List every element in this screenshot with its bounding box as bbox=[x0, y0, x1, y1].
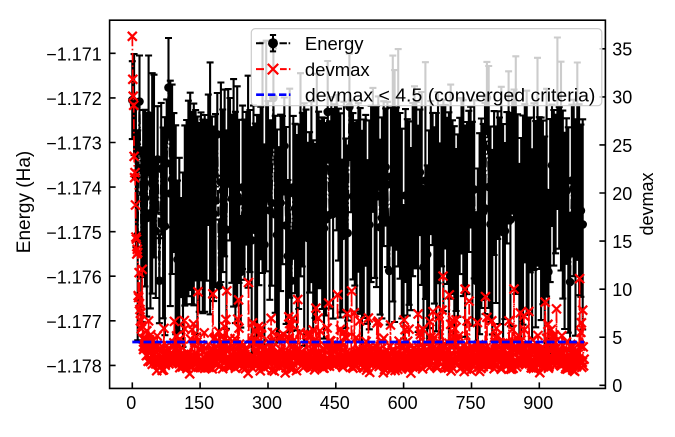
svg-text:35: 35 bbox=[612, 40, 632, 60]
svg-text:−1.173: −1.173 bbox=[46, 134, 102, 154]
svg-text:−1.176: −1.176 bbox=[46, 267, 102, 287]
svg-text:5: 5 bbox=[612, 328, 622, 348]
svg-text:15: 15 bbox=[612, 232, 632, 252]
svg-text:−1.174: −1.174 bbox=[46, 178, 102, 198]
svg-text:devmax: devmax bbox=[637, 172, 657, 235]
svg-text:300: 300 bbox=[252, 393, 282, 413]
svg-text:−1.177: −1.177 bbox=[46, 312, 102, 332]
svg-text:devmax < 4.5 (converged criter: devmax < 4.5 (converged criteria) bbox=[305, 85, 596, 106]
svg-text:450: 450 bbox=[320, 393, 350, 413]
svg-text:−1.178: −1.178 bbox=[46, 357, 102, 377]
svg-text:25: 25 bbox=[612, 136, 632, 156]
svg-text:150: 150 bbox=[184, 393, 214, 413]
svg-text:−1.172: −1.172 bbox=[46, 89, 102, 109]
svg-text:Energy: Energy bbox=[305, 33, 364, 54]
svg-text:0: 0 bbox=[612, 376, 622, 396]
svg-text:0: 0 bbox=[126, 393, 136, 413]
svg-text:−1.171: −1.171 bbox=[46, 45, 102, 65]
svg-text:900: 900 bbox=[523, 393, 553, 413]
svg-text:20: 20 bbox=[612, 184, 632, 204]
svg-text:devmax: devmax bbox=[305, 59, 371, 80]
svg-text:−1.175: −1.175 bbox=[46, 223, 102, 243]
svg-text:Energy (Ha): Energy (Ha) bbox=[14, 151, 35, 253]
svg-text:30: 30 bbox=[612, 88, 632, 108]
svg-text:10: 10 bbox=[612, 280, 632, 300]
svg-text:600: 600 bbox=[388, 393, 418, 413]
svg-text:750: 750 bbox=[455, 393, 485, 413]
